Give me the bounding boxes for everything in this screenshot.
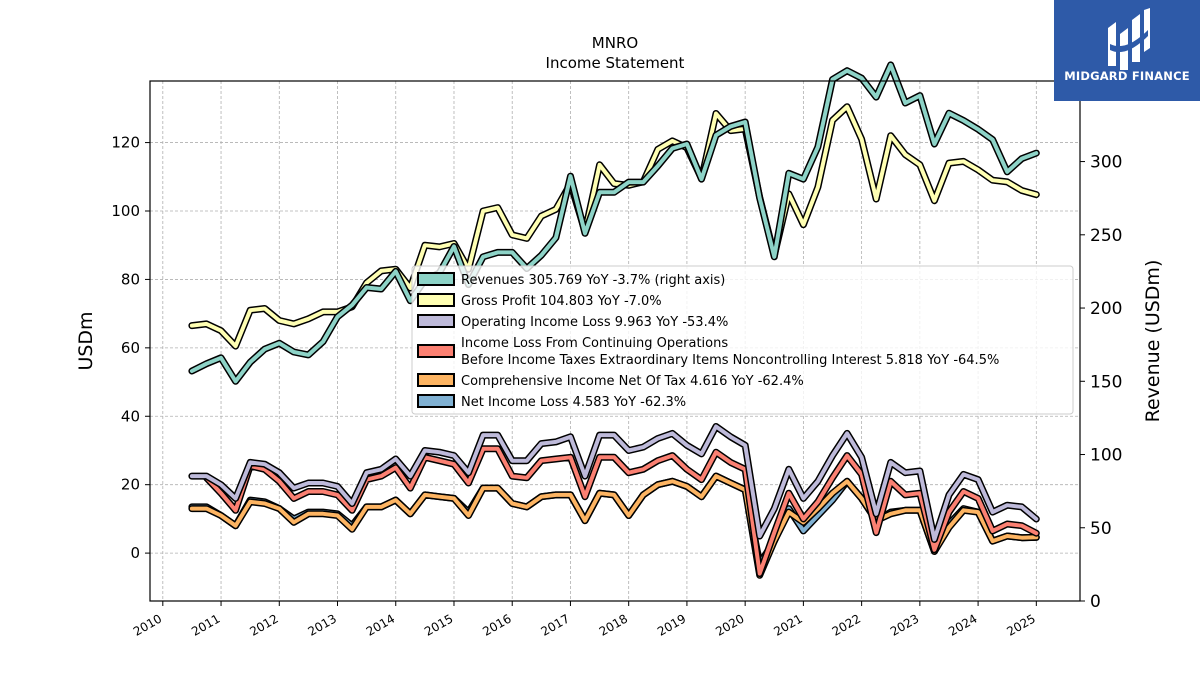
series-path (189, 62, 1039, 384)
x-tick-label: 2023 (888, 611, 921, 638)
y2-axis-label: Revenue (USDm) (1142, 260, 1164, 423)
y-tick-label: 120 (111, 134, 140, 152)
series-path (204, 446, 1039, 576)
series-line-4 (188, 472, 1040, 579)
y2-tick-label: 100 (1090, 446, 1122, 466)
legend-swatch (417, 272, 455, 286)
legend-label: Income Loss From Continuing Operations (461, 336, 728, 351)
legend-item-0: Revenues 305.769 YoY -3.7% (right axis) (417, 272, 725, 288)
legend-label: Operating Income Loss 9.963 YoY -53.4% (461, 315, 728, 330)
y2-tick-label: 300 (1090, 153, 1122, 173)
x-tick-label: 2018 (597, 611, 630, 638)
chart-subtitle: Income Statement (546, 54, 685, 72)
logo-text: MIDGARD FINANCE (1064, 69, 1190, 83)
legend-label: Before Income Taxes Extraordinary Items … (461, 353, 999, 368)
x-tick-label: 2019 (655, 611, 688, 638)
x-tick-label: 2020 (713, 611, 746, 638)
series-lines (188, 61, 1040, 579)
y2-tick-label: 0 (1090, 592, 1101, 612)
legend-swatch (417, 394, 455, 408)
series-line-3 (203, 445, 1040, 578)
legend-label: Gross Profit 104.803 YoY -7.0% (461, 294, 662, 309)
legend-item-4: Comprehensive Income Net Of Tax 4.616 Yo… (417, 373, 804, 389)
plot-frame (149, 80, 1081, 602)
legend-label: Comprehensive Income Net Of Tax 4.616 Yo… (461, 374, 804, 389)
logo-icon (1108, 8, 1150, 70)
legend-item-5: Net Income Loss 4.583 YoY -62.3% (417, 394, 686, 410)
x-tick-label: 2014 (364, 611, 397, 638)
series-line-2 (188, 423, 1040, 543)
x-tick-label: 2025 (1004, 611, 1037, 638)
x-tick-label: 2011 (189, 611, 222, 638)
legend-label: Net Income Loss 4.583 YoY -62.3% (461, 395, 686, 410)
x-tick-label: 2013 (306, 611, 339, 638)
x-tick-label: 2017 (538, 611, 571, 638)
series-line-1 (188, 103, 1040, 350)
chart-title: MNRO (592, 34, 638, 52)
y-tick-label: 40 (121, 407, 140, 425)
legend-item-2: Operating Income Loss 9.963 YoY -53.4% (417, 314, 728, 330)
legend-item-3: Income Loss From Continuing Operations Be… (417, 336, 999, 368)
x-tick-label: 2012 (247, 611, 280, 638)
y2-tick-label: 150 (1090, 372, 1122, 392)
midgard-finance-logo: MIDGARD FINANCE (1054, 0, 1200, 101)
legend-item-1: Gross Profit 104.803 YoY -7.0% (417, 293, 662, 309)
x-tick-label: 2010 (131, 611, 164, 638)
x-tick-label: 2015 (422, 611, 455, 638)
y2-tick-label: 250 (1090, 226, 1122, 246)
y-tick-label: 20 (121, 476, 140, 494)
legend-swatch (417, 293, 455, 307)
legend-swatch (417, 314, 455, 328)
x-tick-label: 2016 (480, 611, 513, 638)
series-line-0 (188, 61, 1040, 385)
legend: Revenues 305.769 YoY -3.7% (right axis) G… (411, 265, 1074, 415)
legend-box (411, 265, 1074, 415)
legend-swatch (417, 373, 455, 387)
series-path (189, 104, 1039, 349)
y-axis-label: USDm (75, 311, 97, 370)
legend-swatch (417, 344, 455, 358)
y-tick-label: 80 (121, 270, 140, 288)
x-tick-label: 2024 (946, 611, 979, 638)
x-tick-label: 2021 (771, 611, 804, 638)
y2-tick-label: 50 (1090, 519, 1112, 539)
legend-label: Revenues 305.769 YoY -3.7% (right axis) (461, 273, 725, 288)
x-tick-label: 2022 (830, 611, 863, 638)
series-path (189, 474, 1039, 578)
y-tick-label: 60 (121, 339, 140, 357)
y-tick-label: 100 (111, 202, 140, 220)
y-tick-label: 0 (130, 544, 140, 562)
y2-tick-label: 200 (1090, 299, 1122, 319)
series-path (189, 424, 1039, 542)
